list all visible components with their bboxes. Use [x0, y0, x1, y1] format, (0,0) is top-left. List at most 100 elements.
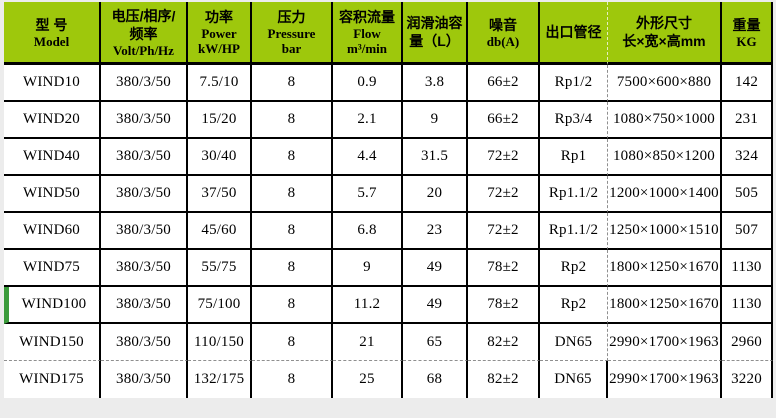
cell-power: 30/40: [188, 139, 252, 176]
cell-voltage: 380/3/50: [101, 361, 188, 398]
cell-voltage: 380/3/50: [101, 139, 188, 176]
cell-weight: 142: [722, 65, 773, 102]
header-row: 型 号 Model 电压/相序/ 频率 Volt/Ph/Hz 功率 Power …: [4, 2, 773, 65]
cell-power: 75/100: [188, 287, 252, 324]
col-header-model: 型 号 Model: [4, 2, 101, 65]
cell-oil-capacity: 9: [403, 102, 468, 139]
cell-outlet-diameter: Rp3/4: [540, 102, 608, 139]
cell-noise: 72±2: [468, 139, 540, 176]
col-header-power-zh: 功率: [205, 9, 233, 25]
cell-weight: 1130: [722, 250, 773, 287]
cell-outlet-diameter: DN65: [540, 324, 608, 361]
table-row: WIND20 380/3/50 15/20 8 2.1 9 66±2 Rp3/4 1080×75…: [4, 102, 773, 139]
col-header-dimensions: 外形尺寸 长×宽×高mm: [608, 2, 722, 65]
cell-flow: 4.4: [333, 139, 403, 176]
cell-dimensions: 1800×1250×1670: [608, 250, 722, 287]
cell-flow: 6.8: [333, 213, 403, 250]
cell-weight: 1130: [722, 287, 773, 324]
cell-voltage: 380/3/50: [101, 213, 188, 250]
cell-model: WIND100: [4, 287, 101, 324]
cell-weight: 231: [722, 102, 773, 139]
table-row: WIND100 380/3/50 75/100 8 11.2 49 78±2 Rp2 1800×…: [4, 287, 773, 324]
col-header-weight-en: KG: [736, 33, 757, 49]
cell-outlet-diameter: Rp2: [540, 250, 608, 287]
table-row: WIND175 380/3/50 132/175 8 25 68 82±2 DN65 2990×…: [4, 361, 773, 398]
cell-weight: 3220: [722, 361, 773, 398]
cell-flow: 0.9: [333, 65, 403, 102]
cell-noise: 78±2: [468, 287, 540, 324]
cell-voltage: 380/3/50: [101, 65, 188, 102]
col-header-power-en: Power kW/HP: [198, 26, 240, 56]
cell-noise: 82±2: [468, 361, 540, 398]
col-header-weight: 重量 KG: [722, 2, 773, 65]
col-header-outlet-diameter-zh: 出口管径: [545, 24, 602, 40]
cell-voltage: 380/3/50: [101, 176, 188, 213]
col-header-voltage-en: Volt/Ph/Hz: [113, 42, 174, 58]
cell-dimensions: 2990×1700×1963: [608, 324, 722, 361]
col-header-noise-zh: 噪音: [489, 16, 517, 33]
cell-voltage: 380/3/50: [101, 102, 188, 139]
col-header-pressure-en: Pressure bar: [267, 26, 316, 56]
col-header-power: 功率 Power kW/HP: [188, 2, 252, 65]
table-body: WIND10 380/3/50 7.5/10 8 0.9 3.8 66±2 Rp1/2 7500…: [4, 65, 773, 398]
col-header-noise-en: db(A): [486, 33, 520, 49]
col-header-pressure-zh: 压力: [277, 9, 306, 25]
cell-model: WIND75: [4, 250, 101, 287]
cell-outlet-diameter: Rp1/2: [540, 65, 608, 102]
col-header-model-zh: 型 号: [35, 16, 68, 33]
cell-pressure: 8: [252, 287, 333, 324]
cell-model: WIND20: [4, 102, 101, 139]
col-header-weight-zh: 重量: [732, 16, 761, 33]
cell-model: WIND10: [4, 65, 101, 102]
cell-outlet-diameter: Rp1.1/2: [540, 213, 608, 250]
cell-pressure: 8: [252, 324, 333, 361]
cell-oil-capacity: 3.8: [403, 65, 468, 102]
col-header-pressure: 压力 Pressure bar: [252, 2, 333, 65]
cell-pressure: 8: [252, 139, 333, 176]
col-header-oil-capacity: 润滑油容 量（L）: [403, 2, 468, 65]
cell-weight: 505: [722, 176, 773, 213]
cell-power: 15/20: [188, 102, 252, 139]
cell-outlet-diameter: DN65: [540, 361, 608, 398]
cell-dimensions: 2990×1700×1963: [608, 361, 722, 398]
table-row: WIND10 380/3/50 7.5/10 8 0.9 3.8 66±2 Rp1/2 7500…: [4, 65, 773, 102]
col-header-voltage: 电压/相序/ 频率 Volt/Ph/Hz: [101, 2, 188, 65]
cell-pressure: 8: [252, 250, 333, 287]
col-header-outlet-diameter: 出口管径: [540, 2, 608, 65]
cell-flow: 21: [333, 324, 403, 361]
cell-voltage: 380/3/50: [101, 324, 188, 361]
cell-pressure: 8: [252, 65, 333, 102]
cell-power: 55/75: [188, 250, 252, 287]
cell-oil-capacity: 20: [403, 176, 468, 213]
cell-noise: 66±2: [468, 102, 540, 139]
table-row: WIND40 380/3/50 30/40 8 4.4 31.5 72±2 Rp1 1080×8…: [4, 139, 773, 176]
table-row: WIND50 380/3/50 37/50 8 5.7 20 72±2 Rp1.1/2 1200…: [4, 176, 773, 213]
cell-weight: 507: [722, 213, 773, 250]
cell-oil-capacity: 68: [403, 361, 468, 398]
table-row: WIND150 380/3/50 110/150 8 21 65 82±2 DN65 2990×…: [4, 324, 773, 361]
col-header-flow: 容积流量 Flow m³/min: [333, 2, 403, 65]
cell-power: 37/50: [188, 176, 252, 213]
cell-model: WIND40: [4, 139, 101, 176]
cell-pressure: 8: [252, 176, 333, 213]
col-header-voltage-zh: 电压/相序/ 频率: [111, 7, 176, 42]
table-row: WIND75 380/3/50 55/75 8 9 49 78±2 Rp2 1800×1250×…: [4, 250, 773, 287]
cell-power: 132/175: [188, 361, 252, 398]
cell-model: WIND60: [4, 213, 101, 250]
cell-outlet-diameter: Rp1.1/2: [540, 176, 608, 213]
col-header-flow-zh: 容积流量: [339, 9, 395, 25]
cell-outlet-diameter: Rp2: [540, 287, 608, 324]
col-header-oil-capacity-zh: 润滑油容 量（L）: [406, 15, 463, 49]
cell-oil-capacity: 31.5: [403, 139, 468, 176]
cell-flow: 11.2: [333, 287, 403, 324]
cell-dimensions: 1800×1250×1670: [608, 287, 722, 324]
col-header-dimensions-zh: 外形尺寸 长×宽×高mm: [622, 15, 706, 49]
cell-dimensions: 1200×1000×1400: [608, 176, 722, 213]
cell-dimensions: 1080×850×1200: [608, 139, 722, 176]
cell-pressure: 8: [252, 361, 333, 398]
cell-model: WIND175: [4, 361, 101, 398]
cell-noise: 78±2: [468, 250, 540, 287]
cell-dimensions: 1080×750×1000: [608, 102, 722, 139]
spec-table: 型 号 Model 电压/相序/ 频率 Volt/Ph/Hz 功率 Power …: [4, 2, 773, 398]
cell-power: 45/60: [188, 213, 252, 250]
